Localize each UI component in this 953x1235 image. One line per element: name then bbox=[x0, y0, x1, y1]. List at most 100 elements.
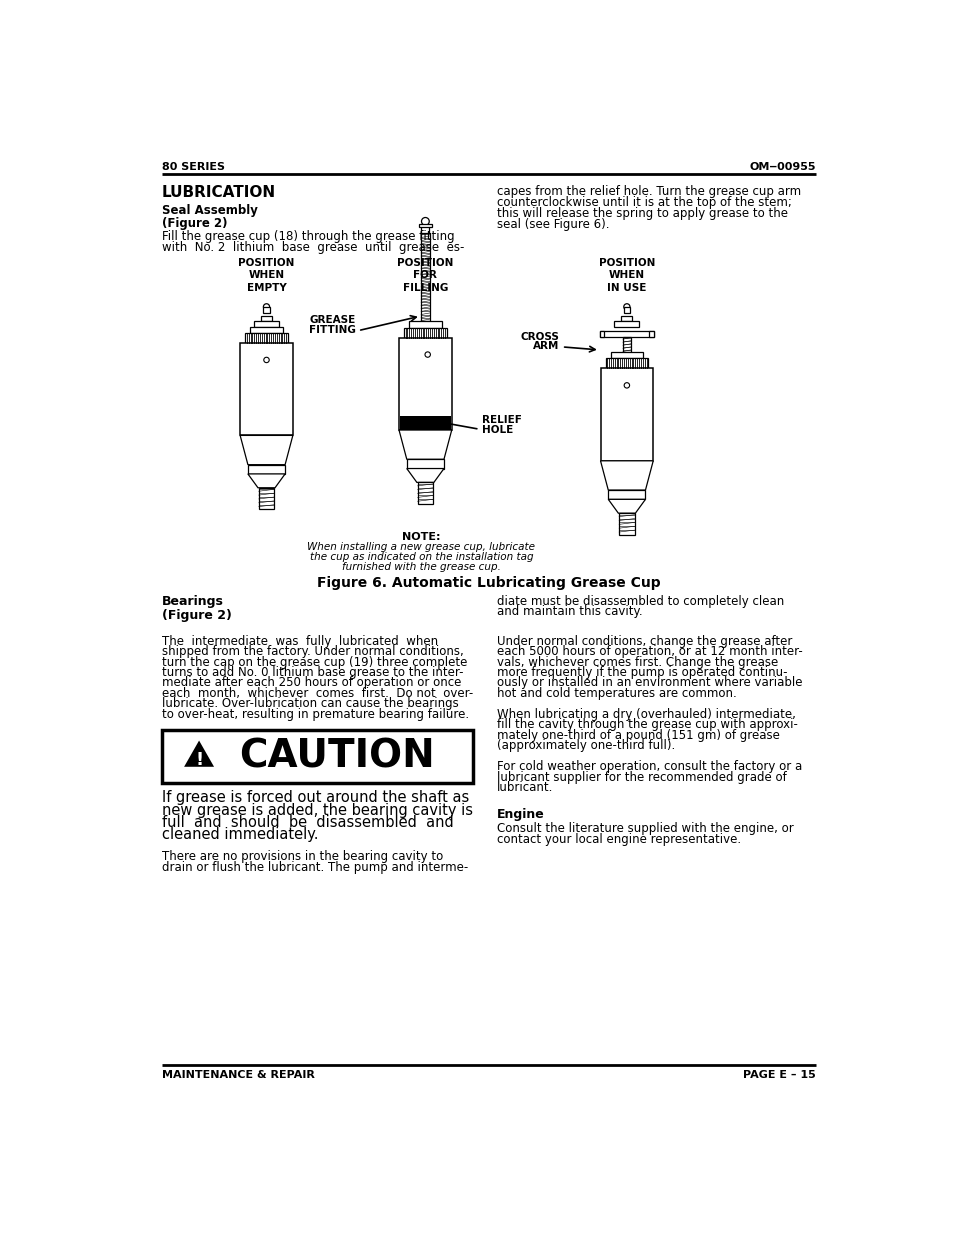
Text: Bearings: Bearings bbox=[162, 595, 224, 608]
Bar bbox=[404, 327, 446, 337]
Text: When installing a new grease cup, lubricate: When installing a new grease cup, lubric… bbox=[307, 542, 535, 552]
Text: furnished with the grease cup.: furnished with the grease cup. bbox=[342, 562, 500, 573]
Bar bbox=[605, 358, 647, 368]
Bar bbox=[253, 321, 278, 327]
Bar bbox=[610, 352, 642, 358]
Bar bbox=[622, 337, 630, 352]
Text: If grease is forced out around the shaft as: If grease is forced out around the shaft… bbox=[162, 790, 469, 805]
Bar bbox=[261, 316, 272, 321]
Text: turns to add No. 0 lithium base grease to the inter-: turns to add No. 0 lithium base grease t… bbox=[162, 666, 463, 679]
Text: POSITION
WHEN
IN USE: POSITION WHEN IN USE bbox=[598, 258, 655, 293]
Text: more frequently if the pump is operated continu-: more frequently if the pump is operated … bbox=[497, 666, 786, 679]
Text: NOTE:: NOTE: bbox=[402, 531, 440, 542]
Text: full  and  should  be  disassembled  and: full and should be disassembled and bbox=[162, 815, 453, 830]
Text: Fill the grease cup (18) through the grease fitting: Fill the grease cup (18) through the gre… bbox=[162, 230, 454, 243]
Text: When lubricating a dry (overhauled) intermediate,: When lubricating a dry (overhauled) inte… bbox=[497, 708, 795, 721]
Text: turn the cap on the grease cup (19) three complete: turn the cap on the grease cup (19) thre… bbox=[162, 656, 467, 668]
Bar bbox=[599, 368, 653, 461]
Bar bbox=[608, 490, 645, 499]
Bar bbox=[258, 488, 274, 509]
Polygon shape bbox=[240, 436, 293, 464]
Text: the cup as indicated on the installation tag: the cup as indicated on the installation… bbox=[310, 552, 533, 562]
Text: capes from the relief hole. Turn the grease cup arm: capes from the relief hole. Turn the gre… bbox=[497, 185, 800, 198]
Bar bbox=[162, 730, 473, 783]
Text: GREASE: GREASE bbox=[309, 315, 355, 325]
Text: Engine: Engine bbox=[497, 809, 544, 821]
Text: For cold weather operation, consult the factory or a: For cold weather operation, consult the … bbox=[497, 761, 801, 773]
Text: vals, whichever comes first. Change the grease: vals, whichever comes first. Change the … bbox=[497, 656, 777, 668]
Bar bbox=[398, 337, 452, 430]
Text: lubricant.: lubricant. bbox=[497, 782, 553, 794]
Text: new grease is added, the bearing cavity is: new grease is added, the bearing cavity … bbox=[162, 803, 473, 818]
Circle shape bbox=[424, 352, 430, 357]
Text: each  month,  whichever  comes  first.  Do not  over-: each month, whichever comes first. Do no… bbox=[162, 687, 473, 700]
Circle shape bbox=[623, 304, 629, 310]
Text: Figure 6. Automatic Lubricating Grease Cup: Figure 6. Automatic Lubricating Grease C… bbox=[316, 577, 660, 590]
Polygon shape bbox=[599, 461, 653, 490]
Text: shipped from the factory. Under normal conditions,: shipped from the factory. Under normal c… bbox=[162, 645, 463, 658]
Text: and maintain this cavity.: and maintain this cavity. bbox=[497, 605, 641, 619]
Text: The  intermediate  was  fully  lubricated  when: The intermediate was fully lubricated wh… bbox=[162, 635, 437, 648]
Text: (Figure 2): (Figure 2) bbox=[162, 216, 227, 230]
Text: CAUTION: CAUTION bbox=[239, 737, 435, 776]
Text: MAINTENANCE & REPAIR: MAINTENANCE & REPAIR bbox=[162, 1070, 314, 1079]
Text: (approximately one-third full).: (approximately one-third full). bbox=[497, 740, 674, 752]
Circle shape bbox=[263, 304, 270, 310]
Text: drain or flush the lubricant. The pump and interme-: drain or flush the lubricant. The pump a… bbox=[162, 861, 468, 874]
Text: (Figure 2): (Figure 2) bbox=[162, 609, 232, 621]
Text: FITTING: FITTING bbox=[309, 325, 355, 335]
Bar bbox=[614, 321, 639, 327]
Bar bbox=[406, 459, 443, 468]
Text: Consult the literature supplied with the engine, or: Consult the literature supplied with the… bbox=[497, 823, 793, 835]
Bar bbox=[417, 483, 433, 504]
Text: lubricate. Over-lubrication can cause the bearings: lubricate. Over-lubrication can cause th… bbox=[162, 698, 458, 710]
Text: mately one-third of a pound (151 gm) of grease: mately one-third of a pound (151 gm) of … bbox=[497, 729, 779, 742]
Text: ARM: ARM bbox=[533, 342, 558, 352]
Text: each 5000 hours of operation, or at 12 month inter-: each 5000 hours of operation, or at 12 m… bbox=[497, 645, 801, 658]
Bar bbox=[418, 224, 431, 227]
Circle shape bbox=[623, 383, 629, 388]
Circle shape bbox=[421, 217, 429, 225]
Text: RELIEF: RELIEF bbox=[481, 415, 521, 425]
Text: cleaned immediately.: cleaned immediately. bbox=[162, 827, 318, 842]
Text: diate must be disassembled to completely clean: diate must be disassembled to completely… bbox=[497, 595, 783, 608]
Text: POSITION
FOR
FILLING: POSITION FOR FILLING bbox=[396, 258, 453, 293]
Bar bbox=[599, 331, 604, 337]
Text: There are no provisions in the bearing cavity to: There are no provisions in the bearing c… bbox=[162, 851, 442, 863]
Bar bbox=[399, 416, 451, 430]
Text: HOLE: HOLE bbox=[481, 425, 513, 435]
Bar bbox=[649, 331, 654, 337]
Text: to over-heat, resulting in premature bearing failure.: to over-heat, resulting in premature bea… bbox=[162, 708, 469, 720]
Text: OM‒00955: OM‒00955 bbox=[749, 162, 815, 172]
Bar bbox=[618, 514, 634, 535]
Bar bbox=[263, 306, 270, 312]
Text: mediate after each 250 hours of operation or once: mediate after each 250 hours of operatio… bbox=[162, 677, 460, 689]
Text: CROSS: CROSS bbox=[520, 332, 558, 342]
Circle shape bbox=[264, 357, 269, 363]
Text: with  No. 2  lithium  base  grease  until  grease  es-: with No. 2 lithium base grease until gre… bbox=[162, 241, 464, 253]
Text: !: ! bbox=[194, 751, 203, 768]
Polygon shape bbox=[406, 468, 443, 483]
Text: ously or installed in an environment where variable: ously or installed in an environment whe… bbox=[497, 677, 801, 689]
Text: counterclockwise until it is at the top of the stem;: counterclockwise until it is at the top … bbox=[497, 196, 791, 209]
Text: POSITION
WHEN
EMPTY: POSITION WHEN EMPTY bbox=[238, 258, 294, 293]
Bar bbox=[421, 225, 429, 233]
Bar bbox=[599, 331, 654, 337]
Text: fill the cavity through the grease cup with approxi-: fill the cavity through the grease cup w… bbox=[497, 719, 797, 731]
Bar bbox=[240, 343, 293, 436]
Polygon shape bbox=[608, 499, 645, 514]
Bar bbox=[620, 316, 632, 321]
Bar bbox=[250, 327, 282, 333]
Text: PAGE E – 15: PAGE E – 15 bbox=[742, 1070, 815, 1079]
Bar bbox=[245, 333, 288, 343]
Bar bbox=[409, 321, 441, 327]
Bar bbox=[420, 233, 429, 321]
Polygon shape bbox=[248, 474, 285, 488]
Text: Seal Assembly: Seal Assembly bbox=[162, 205, 257, 217]
Text: LUBRICATION: LUBRICATION bbox=[162, 185, 275, 200]
Text: hot and cold temperatures are common.: hot and cold temperatures are common. bbox=[497, 687, 736, 700]
Polygon shape bbox=[398, 430, 452, 459]
Text: 80 SERIES: 80 SERIES bbox=[162, 162, 225, 172]
Bar bbox=[248, 464, 285, 474]
Text: Under normal conditions, change the grease after: Under normal conditions, change the grea… bbox=[497, 635, 791, 648]
